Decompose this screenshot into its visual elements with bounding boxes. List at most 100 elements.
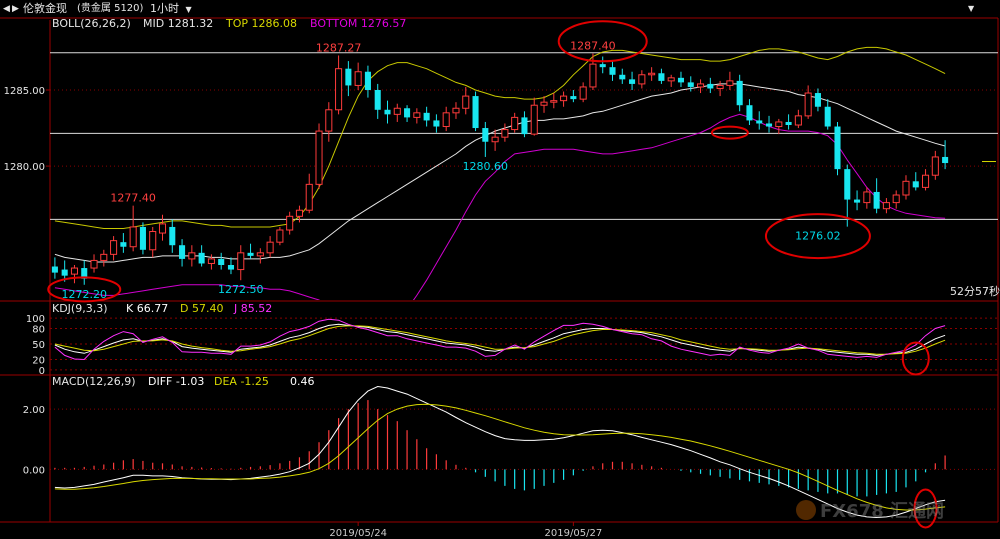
chevron-down-icon: ▼ <box>185 5 192 14</box>
candle-body-down <box>942 156 949 164</box>
candle-body-up <box>70 267 78 275</box>
candle-body-up <box>540 101 548 106</box>
nav-arrow-left-icon[interactable]: ◀ <box>3 4 10 14</box>
candle-body-up <box>726 80 734 86</box>
highlight-ellipse <box>710 125 749 140</box>
macd-legend-dea: DEA -1.25 <box>214 375 269 388</box>
candle-body-up <box>335 68 343 111</box>
price-extreme-label: 1276.02 <box>795 230 841 243</box>
candle-body-up <box>667 77 675 82</box>
watermark: FX678 汇通网 <box>796 500 944 522</box>
nav-arrow-right-icon[interactable]: ▶ <box>12 4 19 14</box>
candle-body-up <box>775 121 783 128</box>
candle-body-down <box>873 191 880 209</box>
candle-body-up <box>149 231 157 251</box>
chevron-down-icon-right[interactable]: ▼ <box>968 4 975 13</box>
candle-body-up <box>442 112 450 128</box>
instrument-title[interactable]: 伦敦金现 <box>23 2 67 15</box>
highlight-ellipse <box>764 213 871 260</box>
kdj-legend-j: J 85.52 <box>233 302 272 315</box>
candle-body-down <box>345 68 352 86</box>
kdj-line-k <box>54 323 946 356</box>
candle-body-up <box>354 71 362 86</box>
macd-panel[interactable] <box>54 385 946 519</box>
candle-body-down <box>619 74 626 80</box>
candle-body-up <box>305 183 313 211</box>
candle-body-up <box>922 174 930 188</box>
candle-body-down <box>384 109 391 115</box>
candle-body-up <box>188 252 196 260</box>
candle-body-down <box>687 82 694 87</box>
candle-body-up <box>315 130 323 185</box>
price-extreme-label: 1280.60 <box>463 160 509 173</box>
candle-body-down <box>844 169 851 200</box>
candle-body-up <box>158 223 167 234</box>
candle-body-up <box>90 259 98 269</box>
candle-body-up <box>256 252 264 257</box>
candle-body-up <box>286 215 294 231</box>
highlight-ellipse <box>47 276 122 303</box>
candle-body-down <box>423 112 430 121</box>
candle-body-down <box>404 108 411 118</box>
boll-bottom-line <box>54 113 946 300</box>
candle-body-down <box>599 64 606 68</box>
candle-body-down <box>472 96 479 129</box>
candle-body-down <box>658 73 665 81</box>
macd-legend: MACD(12,26,9) DIFF -1.03 DEA -1.25 0.46 <box>52 375 315 388</box>
highlight-ellipse <box>901 341 930 376</box>
candle-body-down <box>570 96 577 100</box>
candle-body-up <box>295 209 303 217</box>
candle-body-up <box>491 136 499 143</box>
price-extreme-label: 1272.20 <box>61 288 107 301</box>
price-panel[interactable] <box>50 46 998 336</box>
candle-body-up <box>550 100 558 103</box>
price-extreme-label: 1287.40 <box>570 39 616 52</box>
candle-body-down <box>169 226 176 246</box>
candle-body-down <box>834 126 841 170</box>
macd-legend-name: MACD(12,26,9) <box>52 375 136 388</box>
candle-body-down <box>374 90 381 110</box>
boll-top-line <box>54 46 946 229</box>
price-extreme-label: 1287.27 <box>316 41 362 54</box>
kdj-line-j <box>54 318 946 361</box>
top-toolbar: ◀ ▶ 伦敦金现 (贵金属 5120) 1小时 ▼ ▼ <box>0 0 1000 18</box>
candle-body-down <box>707 83 714 89</box>
candle-body-up <box>648 72 656 76</box>
macd-tick-label: 0.00 <box>23 465 45 476</box>
boll-legend-name: BOLL(26,26,2) <box>52 17 131 30</box>
price-tick-label: 1280.00 <box>4 162 45 173</box>
boll-legend: BOLL(26,26,2) MID 1281.32 TOP 1286.08 BO… <box>52 17 406 30</box>
watermark-text: FX678 汇通网 <box>820 501 944 522</box>
candle-body-down <box>629 79 636 84</box>
watermark-logo <box>796 500 816 520</box>
candle-body-up <box>716 84 724 89</box>
kdj-line-d <box>54 325 946 355</box>
kdj-tick-label: 80 <box>32 324 45 335</box>
price-extreme-label: 1272.50 <box>218 283 264 296</box>
candle-body-down <box>785 121 792 125</box>
kdj-tick-label: 20 <box>32 356 45 367</box>
macd-legend-diff: DIFF -1.03 <box>148 375 204 388</box>
candle-body-up <box>697 83 705 88</box>
macd-dea-line <box>54 403 946 511</box>
kdj-panel[interactable] <box>54 318 946 361</box>
candle-body-down <box>51 266 58 273</box>
boll-legend-top: TOP 1286.08 <box>225 17 297 30</box>
candle-body-up <box>638 74 646 85</box>
period-selector[interactable]: 1小时 ▼ <box>150 0 192 19</box>
candle-body-up <box>266 241 274 254</box>
countdown-label: 52分57秒 <box>950 284 1000 298</box>
candle-body-down <box>179 245 186 259</box>
candle-body-down <box>814 93 821 107</box>
candle-body-up <box>100 253 108 261</box>
candle-body-up <box>452 107 460 114</box>
candle-body-down <box>854 199 861 203</box>
highlight-ellipse <box>913 488 938 529</box>
candle-body-up <box>501 129 509 138</box>
candle-body-down <box>218 258 225 265</box>
candle-body-up <box>207 258 215 264</box>
candle-body-up <box>579 86 587 100</box>
candle-body-up <box>931 156 939 176</box>
